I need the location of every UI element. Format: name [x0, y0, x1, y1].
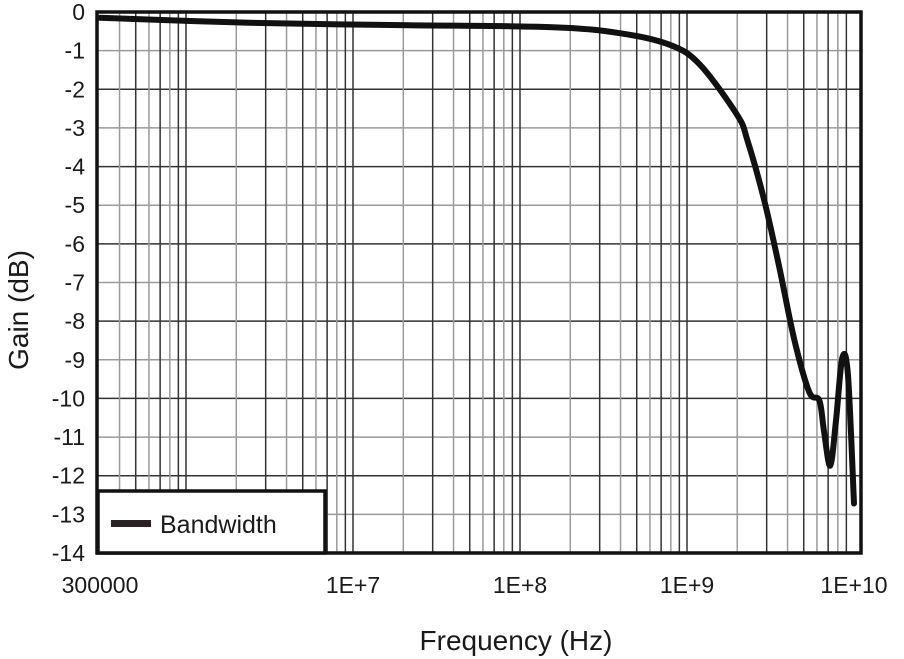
- y-tick-label: -8: [65, 308, 85, 334]
- legend-swatch: [111, 520, 151, 527]
- grid-lines: [97, 12, 861, 553]
- legend-label: Bandwidth: [160, 511, 277, 539]
- x-tick-label: 1E+7: [326, 572, 380, 598]
- y-tick-label: -12: [52, 463, 85, 489]
- y-tick-label: -3: [65, 115, 85, 141]
- x-tick-label: 1E+10: [820, 572, 887, 598]
- x-tick-labels: 300000 1E+7 1E+8 1E+9 1E+10: [62, 572, 888, 598]
- y-tick-label: -14: [52, 540, 85, 566]
- x-axis-title: Frequency (Hz): [420, 625, 613, 656]
- y-tick-label: -6: [65, 231, 85, 257]
- y-tick-label: -7: [65, 270, 85, 296]
- y-tick-label: -10: [52, 385, 85, 411]
- x-tick-label: 1E+9: [660, 572, 714, 598]
- y-axis-title: Gain (dB): [3, 250, 34, 370]
- bandwidth-curve: [97, 14, 857, 507]
- y-tick-label: 0: [72, 0, 85, 25]
- plot-frame: [95, 10, 863, 555]
- y-tick-labels: 0 -1 -2 -3 -4 -5 -6 -7 -8 -9 -10 -11 -12 -13 -14: [52, 0, 85, 566]
- y-tick-label: -9: [65, 347, 85, 373]
- y-tick-label: -4: [65, 154, 86, 180]
- y-tick-label: -5: [65, 192, 85, 218]
- y-tick-label: -2: [65, 76, 85, 102]
- x-tick-label: 300000: [62, 572, 139, 598]
- legend: Bandwidth: [96, 489, 327, 555]
- x-tick-label: 1E+8: [493, 572, 547, 598]
- y-tick-label: -13: [52, 501, 85, 527]
- y-tick-label: -1: [65, 38, 85, 64]
- y-tick-label: -11: [53, 424, 85, 450]
